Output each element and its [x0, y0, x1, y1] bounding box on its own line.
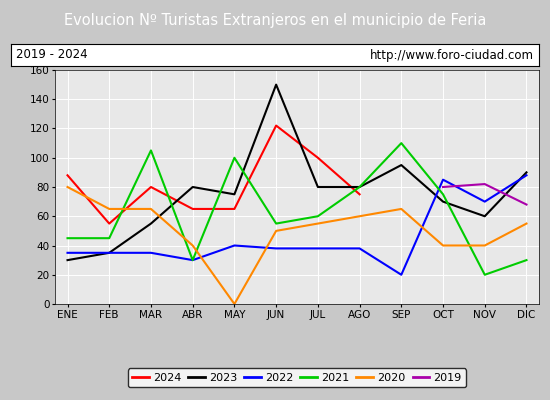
Text: Evolucion Nº Turistas Extranjeros en el municipio de Feria: Evolucion Nº Turistas Extranjeros en el …	[64, 14, 486, 28]
Text: 2019 - 2024: 2019 - 2024	[16, 48, 88, 62]
Text: http://www.foro-ciudad.com: http://www.foro-ciudad.com	[370, 48, 534, 62]
Legend: 2024, 2023, 2022, 2021, 2020, 2019: 2024, 2023, 2022, 2021, 2020, 2019	[128, 368, 466, 387]
